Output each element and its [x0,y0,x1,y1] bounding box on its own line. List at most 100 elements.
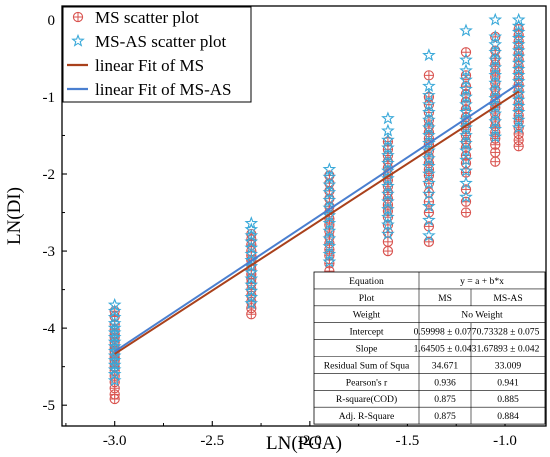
stats-row-label: R-square(COD) [336,394,397,405]
data-point [511,99,526,112]
stats-row-label: Slope [356,343,378,354]
y-axis: -5 -4 -3 -2 -1 0 [43,13,67,414]
x-tick-label: -1.0 [493,433,517,449]
data-point [107,362,122,376]
data-point [459,189,473,203]
x-tick-label: -3.0 [103,433,127,449]
data-point [423,70,435,81]
data-point [244,234,259,248]
data-point [511,62,526,75]
data-point [488,129,503,143]
legend-label-0: MS scatter plot [95,8,199,27]
data-point [511,92,526,106]
data-point [382,245,394,257]
data-point [511,86,526,100]
data-point [381,226,395,240]
stats-cell: y = a + b*x [460,276,504,287]
data-point [107,304,122,317]
data-point [244,222,259,236]
stats-cell: 1.67893 ± 0.042 [477,343,540,354]
data-point [244,283,259,297]
y-tick-label: -2 [43,167,56,183]
data-point [244,216,259,230]
stats-cell: 0.73328 ± 0.075 [477,327,540,338]
data-point [107,297,122,311]
legend: MS scatter plot MS-AS scatter plot linear … [62,6,252,103]
y-tick-label: -4 [43,321,56,337]
stats-row-label: Adj. R-Square [339,411,394,422]
data-point [244,296,259,310]
data-point [511,43,526,57]
data-point [511,37,526,51]
data-point [511,31,526,45]
data-point [422,228,436,242]
data-point [511,68,526,82]
plot-frame [61,5,547,427]
stats-row-label: Pearson's r [346,377,388,388]
stats-row-label: Weight [353,310,381,321]
y-tick-label: -3 [43,244,56,260]
data-point [422,176,436,190]
data-point [423,236,435,247]
data-point [322,254,337,268]
x-axis: -3.0 -2.5 -2.0 -1.5 -1.0 [65,421,517,449]
data-point [107,367,122,381]
stats-cell: 0.936 [434,377,456,388]
stats-cell: 0.59998 ± 0.077 [414,327,477,338]
data-point [511,25,526,39]
data-point [459,23,473,37]
legend-label-1: MS-AS scatter plot [95,32,227,51]
data-point [511,55,526,69]
data-point [511,18,526,32]
data-point [109,393,120,405]
data-point [488,12,503,26]
stats-cell: 1.64505 ± 0.043 [414,343,477,354]
data-point [244,246,259,260]
data-point [511,12,526,26]
stats-cell: 0.875 [434,411,456,422]
stats-row-label: Equation [349,276,384,287]
stats-row-label: Residual Sum of Squa [324,360,410,371]
data-point [422,213,436,227]
data-point [107,373,122,387]
data-point [459,176,473,190]
legend-label-3: linear Fit of MS-AS [95,80,231,99]
legend-label-2: linear Fit of MS [95,56,204,75]
stats-table: Equation y = a + b*x Plot MS MS-AS Weight No W… [313,271,546,425]
data-point [460,207,472,218]
fit-line-3 [114,82,520,353]
data-point [381,111,395,125]
y-tick-label: -1 [43,90,56,106]
x-axis-title: LN(PGA) [266,433,342,454]
data-point [459,152,473,166]
y-tick-label: 0 [48,13,56,29]
data-point [513,141,524,152]
stats-cell: 34.671 [432,360,459,371]
data-point [244,240,259,254]
stats-cell: 0.875 [434,394,456,405]
plot-marks [107,12,526,405]
legend-marker-1 [71,33,85,47]
x-tick-label: -2.0 [298,433,322,449]
stats-cell: 0.885 [497,394,519,405]
fit-line-2 [114,90,520,355]
data-point [511,49,526,63]
data-point [244,277,259,291]
stats-cell: 0.941 [497,377,519,388]
y-axis-title: LN(DI) [4,187,25,245]
data-point [244,265,259,279]
data-point [490,156,501,167]
stats-cell: MS [438,293,452,304]
stats-cell: No Weight [461,310,503,321]
data-point [422,199,436,213]
stats-row-label: Intercept [349,327,383,338]
data-point [244,228,259,242]
data-point [246,309,257,320]
stats-row-label: Plot [359,293,375,304]
data-point [244,271,259,285]
legend-box [62,6,252,103]
stats-cell: 0.884 [497,411,519,422]
stats-table-frame [313,271,546,425]
x-tick-label: -1.5 [396,433,420,449]
